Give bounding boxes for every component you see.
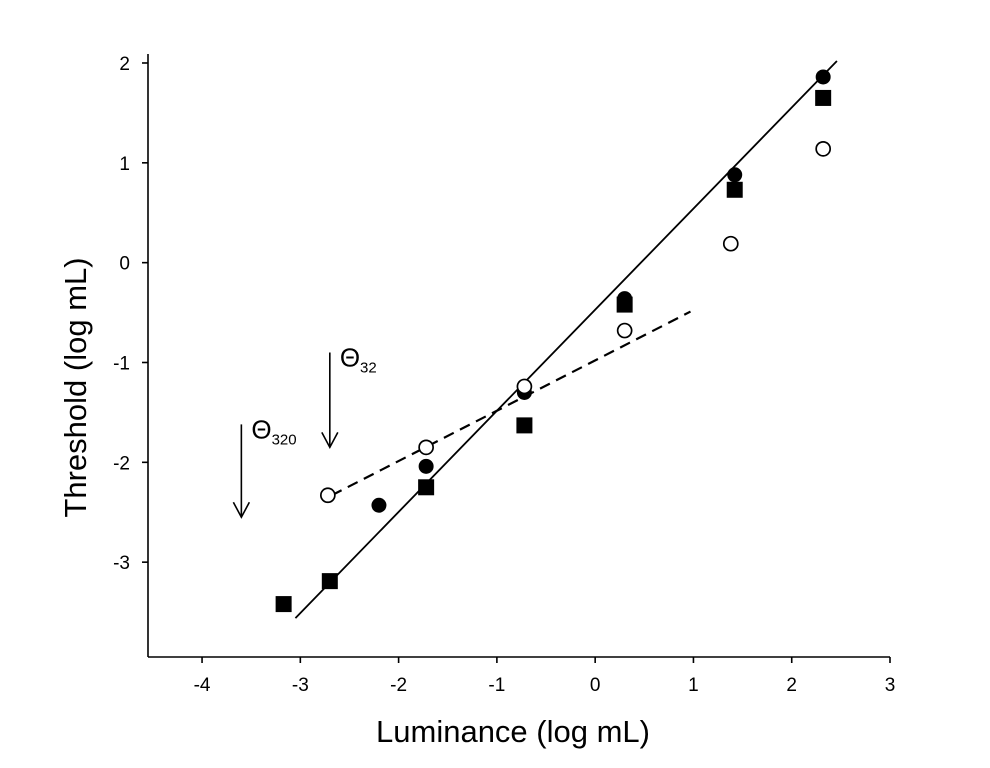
theta-label: Θ32 xyxy=(340,343,377,377)
y-tick-label: -1 xyxy=(113,353,130,374)
square-point xyxy=(418,479,435,496)
threshold-annotation: Θ320 xyxy=(232,414,297,519)
square-point xyxy=(815,89,832,106)
threshold-annotation: Θ32 xyxy=(321,343,377,450)
y-tick-label: 2 xyxy=(119,54,130,75)
square-point xyxy=(726,181,743,198)
theta-subscript: 320 xyxy=(272,431,297,448)
square-point xyxy=(616,296,633,313)
open-circle-point xyxy=(319,487,336,504)
filled-circle-point xyxy=(727,167,743,183)
square-point xyxy=(321,573,338,590)
x-tick-label: -3 xyxy=(292,675,309,696)
x-tick-label: 0 xyxy=(590,675,601,696)
open-circle-point xyxy=(418,439,434,456)
x-tick-label: -1 xyxy=(488,675,505,696)
fit-lines xyxy=(294,60,838,619)
filled-circle-point xyxy=(815,69,831,85)
theta-symbol: Θ xyxy=(340,343,360,373)
filled-circle-point xyxy=(371,497,387,513)
x-tick-label: 1 xyxy=(688,675,699,696)
arrow-down-icon xyxy=(232,501,251,519)
x-tick-label: 2 xyxy=(786,675,797,696)
y-axis-title: Threshold (log mL) xyxy=(58,257,93,517)
theta-symbol: Θ xyxy=(251,414,271,444)
theta-subscript: 32 xyxy=(360,360,377,377)
open-circle-point xyxy=(616,322,633,339)
dashed-fit-line xyxy=(331,310,691,497)
arrow-down-icon xyxy=(321,431,339,450)
x-axis-title: Luminance (log mL) xyxy=(376,714,650,749)
theta-label: Θ320 xyxy=(251,414,296,448)
y-tick-label: 0 xyxy=(119,254,130,275)
y-tick-label: -2 xyxy=(113,453,130,474)
solid-fit-line xyxy=(294,60,838,619)
open-circle-point xyxy=(722,235,739,252)
open-circle-point xyxy=(815,140,832,157)
y-tick-label: -3 xyxy=(113,553,130,574)
y-tick-label: 1 xyxy=(119,154,130,175)
filled-circle-point xyxy=(418,458,434,474)
data-points xyxy=(275,69,832,613)
x-tick-label: 3 xyxy=(885,675,896,696)
x-tick-label: -2 xyxy=(390,675,407,696)
axes: -4 -3 -2 -1 0 1 2 3 -3 -2 -1 0 1 2 xyxy=(113,54,895,696)
open-circle-point xyxy=(516,378,533,395)
square-point xyxy=(516,417,533,434)
x-tick-label: -4 xyxy=(194,675,211,696)
square-point xyxy=(275,596,292,613)
